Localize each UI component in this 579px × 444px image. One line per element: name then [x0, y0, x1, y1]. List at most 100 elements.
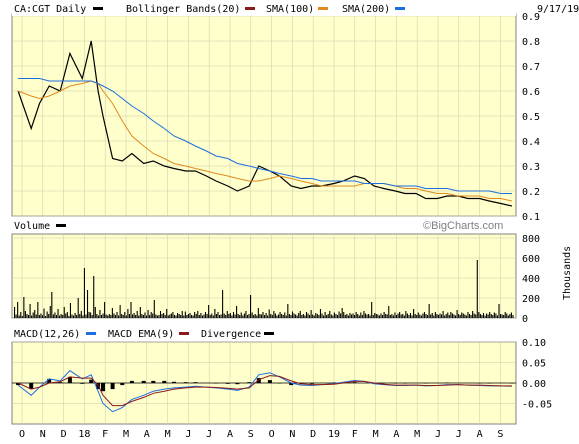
volume-bar — [243, 313, 245, 318]
volume-bars — [14, 260, 514, 318]
volume-bar — [467, 312, 469, 318]
volume-bar — [411, 315, 413, 318]
volume-bar — [473, 313, 475, 318]
sma200-legend-swatch — [395, 7, 405, 10]
volume-bar — [24, 311, 26, 318]
volume-bar — [271, 315, 273, 318]
volume-bar — [361, 315, 363, 318]
volume-bar — [506, 313, 508, 318]
volume-bar — [329, 311, 331, 318]
volume-bar — [40, 313, 42, 318]
volume-bar — [444, 315, 446, 318]
volume-bar — [18, 315, 20, 318]
volume-bar — [274, 313, 276, 318]
volume-bar — [495, 313, 497, 318]
volume-bar — [35, 314, 37, 318]
volume-bar — [330, 314, 332, 318]
volume-bar — [197, 311, 199, 318]
volume-bar — [340, 313, 342, 318]
volume-bar — [465, 315, 467, 318]
divergence-bar — [247, 382, 252, 383]
y-tick-label: 0.5 — [522, 112, 540, 123]
volume-bar — [354, 315, 356, 318]
volume-bar — [358, 315, 360, 318]
volume-bar — [472, 311, 474, 318]
volume-bar — [57, 309, 59, 318]
volume-bar — [48, 314, 50, 318]
volume-bar — [111, 308, 113, 318]
x-tick-label: M — [373, 429, 379, 440]
divergence-bar — [141, 380, 146, 383]
volume-bar — [37, 302, 39, 318]
volume-bar — [265, 313, 267, 318]
volume-bar — [403, 315, 405, 318]
volume-bar — [417, 312, 419, 318]
volume-bar — [163, 313, 165, 318]
x-axis: O N D 18 F M A M J J A S O N D 19 F M A M J J A S — [19, 429, 503, 440]
volume-bar — [399, 312, 401, 318]
symbol-label: CA:CGT Daily — [14, 4, 86, 15]
date-label: 9/17/19 — [537, 4, 579, 15]
volume-bar — [423, 312, 426, 318]
volume-legend-swatch — [56, 224, 66, 227]
volume-bar — [451, 313, 453, 318]
divergence-bar — [129, 380, 134, 383]
volume-bar — [90, 312, 92, 318]
volume-bar — [83, 268, 85, 318]
volume-bar — [299, 311, 301, 318]
volume-bar — [301, 315, 303, 318]
volume-bar — [119, 305, 121, 318]
volume-bar — [100, 315, 103, 318]
volume-bar — [142, 315, 144, 318]
volume-bar — [237, 314, 239, 318]
volume-bar — [124, 312, 126, 318]
volume-bar — [378, 315, 380, 318]
x-tick-label: N — [289, 429, 295, 440]
volume-bar — [382, 315, 384, 318]
volume-bar — [195, 314, 197, 318]
divergence-bar — [193, 382, 198, 383]
volume-bar — [94, 307, 96, 318]
volume-bar — [232, 312, 235, 318]
volume-bar — [153, 300, 155, 318]
divergence-bar — [67, 376, 72, 383]
volume-bar — [88, 312, 90, 318]
volume-bar — [138, 315, 140, 318]
y-tick-label: 0.00 — [522, 379, 546, 390]
macd-ema-legend-swatch — [179, 332, 189, 335]
volume-axis-title: Thousands — [562, 246, 573, 300]
volume-bar — [198, 315, 200, 318]
volume-bar — [254, 314, 256, 318]
macd-lines — [16, 370, 514, 413]
volume-bar — [371, 302, 373, 318]
volume-bar — [245, 311, 247, 318]
volume-bar — [288, 314, 290, 318]
volume-bar — [475, 314, 477, 318]
volume-bar — [41, 315, 44, 318]
volume-bar — [23, 297, 25, 318]
y-tick-label: -0.05 — [522, 400, 552, 411]
x-tick-label: S — [497, 429, 503, 440]
volume-bar — [96, 314, 98, 318]
x-tick-label: O — [19, 429, 25, 440]
volume-bar — [201, 315, 203, 318]
volume-bar — [484, 315, 486, 318]
volume-bar — [200, 313, 202, 318]
divergence-label: Divergence — [201, 329, 261, 340]
volume-bar — [267, 315, 269, 318]
volume-bar — [38, 315, 40, 318]
volume-bar — [355, 312, 357, 318]
divergence-bar — [80, 383, 85, 384]
volume-bar — [26, 314, 28, 318]
volume-bar — [125, 315, 127, 318]
volume-bar — [228, 314, 230, 318]
divergence-bar — [172, 381, 176, 383]
volume-bar — [116, 312, 118, 318]
series-line — [17, 40, 513, 207]
volume-bar — [102, 313, 104, 318]
volume-y-axis: 0 200 400 600 800 — [522, 234, 540, 325]
volume-bar — [383, 312, 385, 318]
volume-bar — [181, 311, 183, 318]
volume-bar — [323, 315, 325, 318]
volume-bar — [279, 312, 281, 318]
